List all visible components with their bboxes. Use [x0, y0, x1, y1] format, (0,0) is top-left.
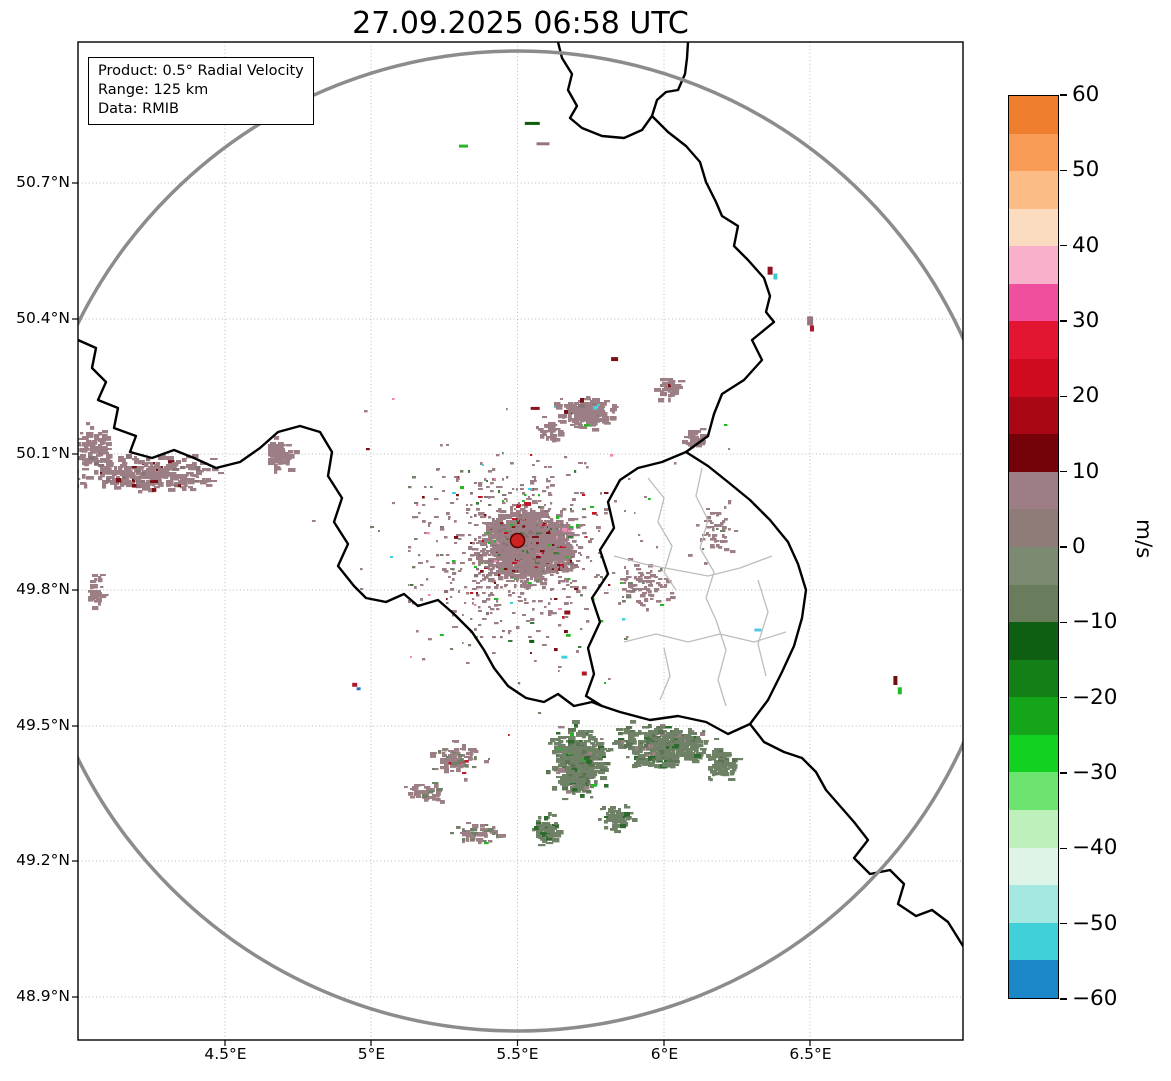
- x-tick-label: 4.5°E: [204, 1045, 247, 1063]
- border-luxembourg: [584, 450, 808, 736]
- colorbar-tick-mark: [1060, 395, 1067, 398]
- colorbar-tick-label: −30: [1072, 760, 1118, 785]
- y-tick-label: 49.5°N: [16, 716, 70, 734]
- colorbar-segment: [1009, 434, 1058, 472]
- y-tick-label: 50.1°N: [16, 444, 70, 462]
- colorbar-segment: [1009, 546, 1058, 585]
- colorbar-tick-label: 50: [1072, 157, 1100, 183]
- colorbar-segments: [1009, 96, 1058, 998]
- colorbar-segment: [1009, 622, 1058, 660]
- colorbar-tick-mark: [1060, 470, 1067, 473]
- colorbar-tick-mark: [1060, 772, 1067, 774]
- colorbar-segment: [1009, 772, 1058, 810]
- colorbar-unit-label: m/s: [1131, 519, 1156, 559]
- colorbar-segment: [1009, 471, 1058, 510]
- info-box: Product: 0.5° Radial Velocity Range: 125…: [88, 57, 314, 126]
- colorbar-segment: [1009, 509, 1058, 547]
- colorbar-segment: [1009, 246, 1058, 284]
- x-tick-label: 6°E: [650, 1045, 679, 1063]
- y-tick-label: 49.2°N: [16, 851, 70, 869]
- x-tick-label: 5°E: [357, 1045, 386, 1063]
- colorbar-tick-mark: [1060, 998, 1067, 1000]
- info-product: Product: 0.5° Radial Velocity: [98, 63, 304, 79]
- colorbar-tick-mark: [1060, 244, 1067, 247]
- colorbar-segment: [1009, 133, 1058, 172]
- colorbar-tick-label: 0: [1072, 534, 1086, 559]
- colorbar-tick-mark: [1060, 922, 1067, 925]
- colorbar-segment: [1009, 584, 1058, 623]
- range-ring: [78, 49, 963, 1033]
- colorbar-tick-mark: [1060, 320, 1067, 322]
- country-borders: [78, 42, 963, 948]
- colorbar-tick-label: 10: [1072, 458, 1100, 484]
- y-tick-label: 48.9°N: [16, 987, 70, 1005]
- colorbar: [1008, 95, 1059, 999]
- colorbar-segment: [1009, 96, 1058, 134]
- colorbar-tick-mark: [1060, 94, 1067, 96]
- colorbar-segment: [1009, 359, 1058, 397]
- colorbar-tick-label: −10: [1072, 609, 1118, 635]
- echo-layer: [78, 121, 902, 847]
- figure-title: 27.09.2025 06:58 UTC: [352, 6, 689, 41]
- border-east: [650, 114, 776, 454]
- info-data-source: Data: RMIB: [98, 101, 179, 118]
- colorbar-segment: [1009, 697, 1058, 735]
- colorbar-segment: [1009, 960, 1058, 998]
- border-south-west: [78, 338, 604, 708]
- border-south-east: [748, 722, 963, 948]
- colorbar-tick-label: 60: [1072, 82, 1100, 107]
- plot-border: [77, 41, 964, 1041]
- colorbar-segment: [1009, 809, 1058, 848]
- colorbar-tick-mark: [1060, 696, 1067, 699]
- colorbar-tick-label: 20: [1072, 383, 1100, 409]
- colorbar-tick-mark: [1060, 546, 1067, 548]
- info-range: Range: 125 km: [98, 82, 209, 99]
- border-north: [556, 42, 690, 140]
- x-tick-label: 5.5°E: [496, 1045, 539, 1063]
- colorbar-tick-label: 40: [1072, 232, 1100, 258]
- y-tick-label: 50.7°N: [16, 173, 70, 191]
- district-borders: [613, 467, 787, 707]
- colorbar-segment: [1009, 396, 1058, 435]
- colorbar-segment: [1009, 847, 1058, 886]
- x-tick-label: 6.5°E: [789, 1045, 832, 1063]
- colorbar-tick-label: 30: [1072, 308, 1100, 333]
- colorbar-segment: [1009, 171, 1058, 209]
- gridlines: [78, 42, 963, 1040]
- colorbar-tick-mark: [1060, 847, 1067, 850]
- colorbar-segment: [1009, 208, 1058, 247]
- y-tick-label: 50.4°N: [16, 309, 70, 327]
- colorbar-segment: [1009, 885, 1058, 923]
- colorbar-tick-mark: [1060, 169, 1067, 172]
- colorbar-tick-label: −50: [1072, 910, 1118, 936]
- axis-tick-marks: [72, 182, 811, 1046]
- y-tick-label: 49.8°N: [16, 580, 70, 598]
- radar-site-marker: [509, 532, 526, 549]
- colorbar-tick-label: −20: [1072, 684, 1118, 710]
- colorbar-tick-mark: [1060, 621, 1067, 624]
- colorbar-segment: [1009, 659, 1058, 698]
- colorbar-tick-label: −60: [1072, 986, 1118, 1011]
- colorbar-tick-label: −40: [1072, 835, 1118, 861]
- colorbar-segment: [1009, 321, 1058, 360]
- colorbar-segment: [1009, 734, 1058, 773]
- colorbar-segment: [1009, 283, 1058, 322]
- colorbar-segment: [1009, 922, 1058, 961]
